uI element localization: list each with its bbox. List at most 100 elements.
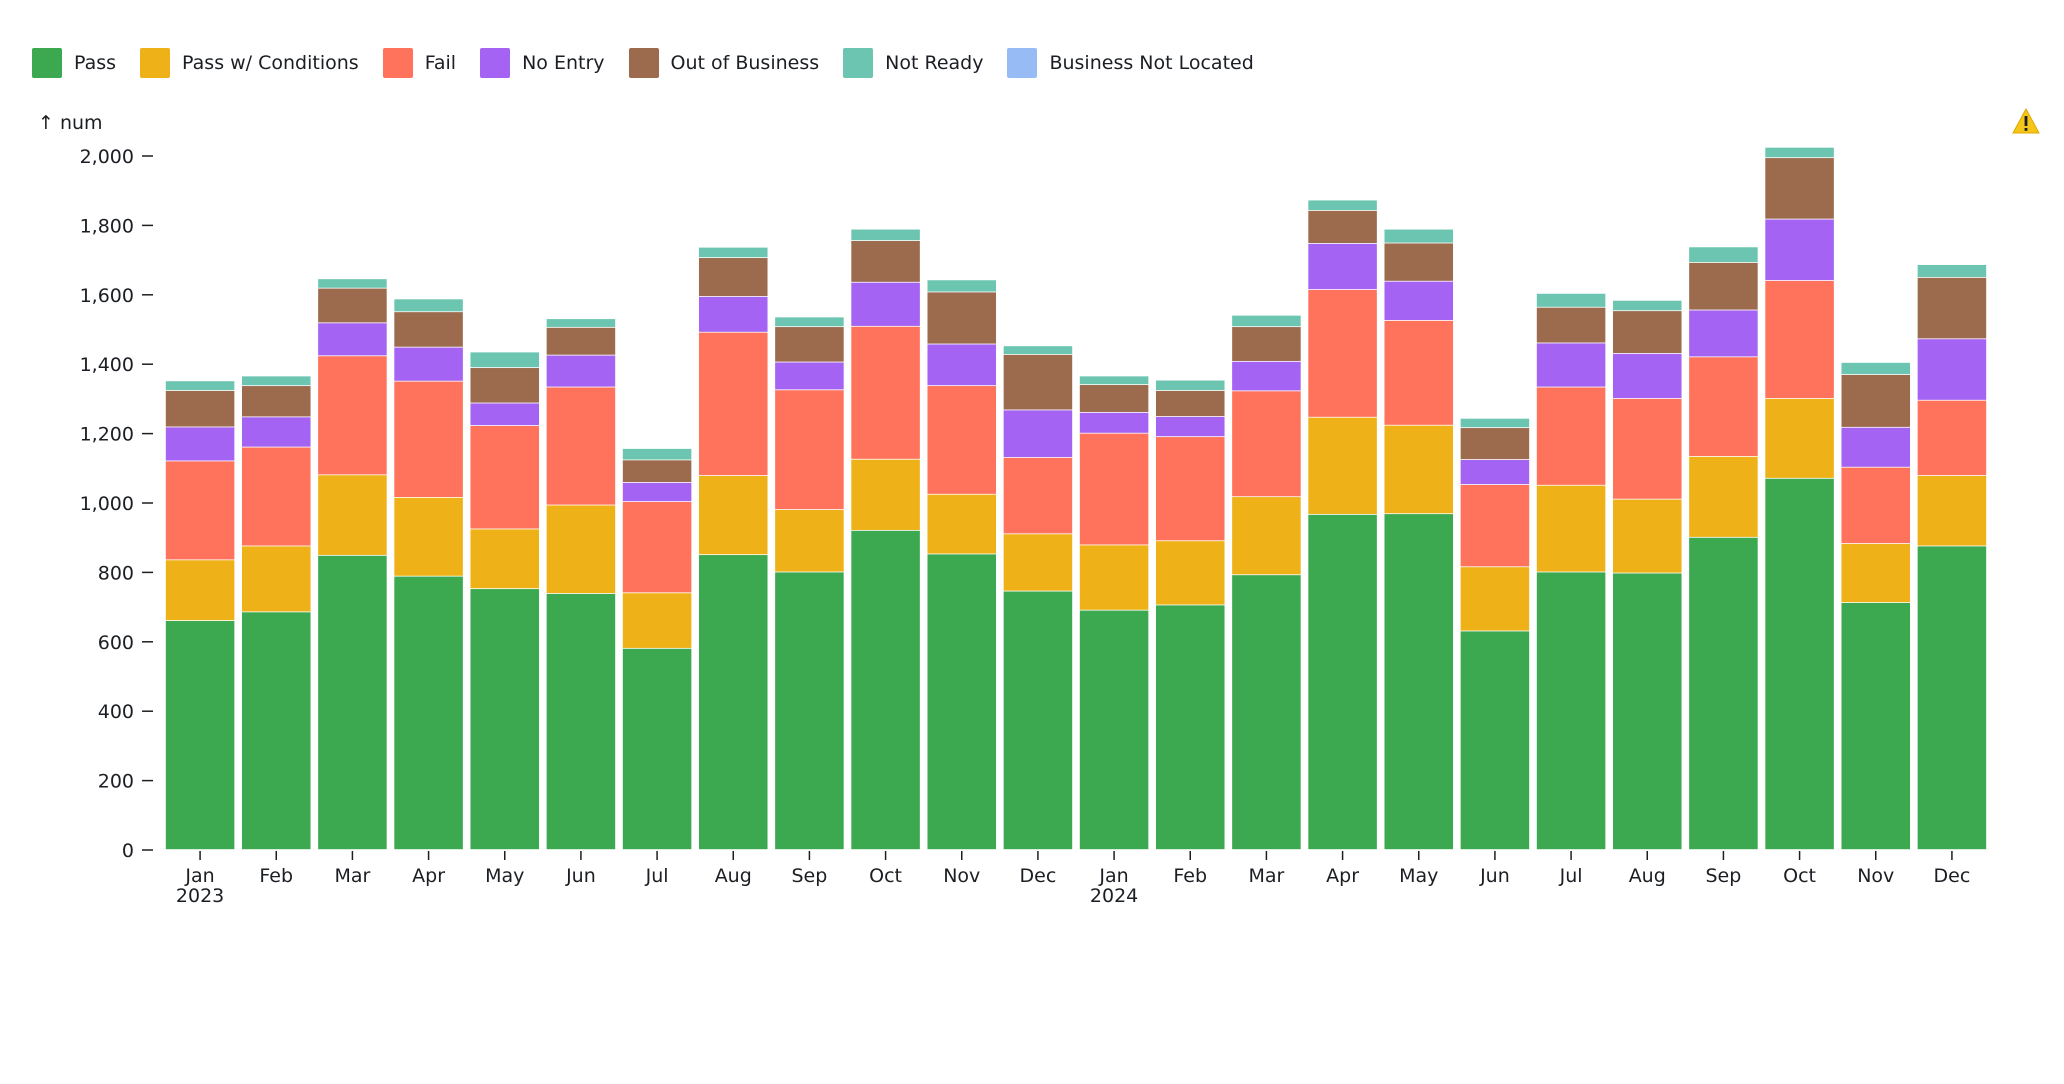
legend-swatch: [843, 48, 874, 78]
bar-segment-pass: [1765, 478, 1834, 850]
x-tick-label: Mar: [334, 865, 370, 887]
legend-item-pass: Pass: [32, 48, 116, 78]
bar-segment-pass-w-conditions: [1536, 485, 1606, 572]
bar-segment-pass: [1079, 610, 1149, 850]
bar-segment-no-entry: [775, 362, 844, 390]
x-tick-label: Apr: [412, 865, 445, 887]
bar-segment-out-of-business: [1765, 158, 1834, 219]
bar-segment-pass: [165, 620, 235, 850]
x-tick-label: Feb: [259, 865, 293, 887]
bar-segment-pass-w-conditions: [1079, 545, 1149, 610]
bar-segment-no-entry: [1460, 459, 1530, 485]
legend-label: Not Ready: [885, 52, 984, 74]
bar-segment-pass-w-conditions: [241, 546, 311, 612]
bar-segment-out-of-business: [470, 368, 540, 403]
bar-segment-not-ready: [927, 280, 997, 292]
bar-segment-out-of-business: [1003, 354, 1073, 410]
y-tick-label: 800: [98, 562, 134, 584]
legend-swatch: [140, 48, 171, 78]
bar-segment-out-of-business: [927, 292, 997, 344]
bar-segment-fail: [470, 425, 540, 529]
bar-segment-out-of-business: [1917, 277, 1987, 339]
bar-segment-out-of-business: [1155, 390, 1225, 417]
legend-item-not-ready: Not Ready: [843, 48, 983, 78]
bar-segment-fail: [1841, 467, 1911, 544]
bar-segment-pass-w-conditions: [546, 505, 616, 594]
legend-item-pass-w-conditions: Pass w/ Conditions: [140, 48, 359, 78]
bar-segment-no-entry: [1917, 339, 1987, 400]
bar-segment-not-ready: [1841, 362, 1911, 375]
legend-swatch: [32, 48, 62, 78]
bar-segment-out-of-business: [1232, 327, 1301, 361]
bar-segment-pass: [318, 555, 387, 850]
bar-segment-out-of-business: [318, 288, 387, 323]
warning-icon[interactable]: [2012, 108, 2040, 134]
bar-segment-no-entry: [318, 323, 387, 356]
bar-segment-not-ready: [1612, 300, 1682, 311]
bar-segment-no-entry: [1384, 281, 1454, 321]
bar-segment-no-entry: [470, 403, 540, 426]
bar-segment-pass-w-conditions: [851, 459, 920, 530]
x-tick-label: Jul: [645, 865, 669, 887]
bar-segment-out-of-business: [775, 327, 844, 362]
x-tick-label: May: [485, 865, 524, 887]
legend-label: Out of Business: [670, 52, 820, 74]
bar-segment-pass-w-conditions: [394, 497, 463, 576]
bar-segment-fail: [546, 387, 616, 505]
bar-segment-no-entry: [698, 296, 768, 332]
bar-segment-fail: [851, 326, 920, 459]
bar-segment-pass-w-conditions: [1308, 417, 1377, 514]
bar-segment-pass-w-conditions: [1003, 534, 1073, 591]
x-tick-label: May: [1399, 865, 1438, 887]
bar-segment-no-entry: [851, 282, 920, 326]
legend-item-out-of-business: Out of Business: [628, 48, 820, 78]
legend-label: Pass w/ Conditions: [182, 52, 359, 74]
bar-segment-pass: [1460, 631, 1530, 850]
legend-swatch: [628, 48, 659, 78]
x-tick-label: Jun: [565, 865, 596, 887]
bar-segment-pass: [241, 612, 311, 850]
bar-segment-not-ready: [622, 448, 692, 460]
bar-segment-no-entry: [1232, 361, 1301, 391]
x-tick-label: Feb: [1173, 865, 1207, 887]
x-tick-label: Jan: [1098, 865, 1128, 887]
y-axis-label: ↑ num: [38, 112, 103, 134]
bar-segment-not-ready: [1232, 315, 1301, 327]
bar-segment-pass: [1308, 514, 1377, 850]
x-tick-label: Oct: [1783, 865, 1816, 887]
x-tick-label: Nov: [943, 865, 980, 887]
bar-segment-fail: [1308, 289, 1377, 417]
bars: [165, 147, 1987, 850]
x-tick-label: Jun: [1479, 865, 1510, 887]
bar-segment-no-entry: [241, 417, 311, 447]
legend-item-business-not-located: Business Not Located: [1007, 48, 1254, 78]
bar-segment-not-ready: [546, 319, 616, 327]
bar-segment-fail: [318, 356, 387, 475]
bar-segment-out-of-business: [1536, 307, 1606, 343]
bar-segment-no-entry: [1765, 219, 1834, 281]
bar-segment-pass: [470, 589, 540, 850]
bar-segment-not-ready: [1917, 264, 1987, 277]
bar-segment-out-of-business: [1079, 385, 1149, 412]
bar-segment-out-of-business: [1841, 374, 1911, 427]
bar-segment-pass-w-conditions: [622, 593, 692, 648]
bar-segment-pass: [1384, 514, 1454, 850]
bar-segment-pass: [546, 593, 616, 850]
bar-segment-pass: [1155, 605, 1225, 850]
bar-segment-not-ready: [1536, 293, 1606, 307]
x-tick-label: Sep: [1706, 865, 1742, 887]
bar-segment-no-entry: [1689, 310, 1758, 357]
bar-segment-fail: [1460, 484, 1530, 567]
y-tick-label: 1,600: [80, 285, 134, 307]
bar-segment-pass-w-conditions: [1765, 398, 1834, 478]
bar-segment-pass-w-conditions: [470, 529, 540, 589]
bar-segment-fail: [241, 447, 311, 546]
bar-segment-out-of-business: [1384, 243, 1454, 281]
legend-swatch: [1007, 48, 1038, 78]
y-tick-label: 400: [98, 701, 134, 723]
y-tick-label: 200: [98, 771, 134, 793]
bar-segment-pass: [1232, 575, 1301, 850]
bar-segment-fail: [1155, 437, 1225, 541]
bar-segment-fail: [1765, 280, 1834, 399]
